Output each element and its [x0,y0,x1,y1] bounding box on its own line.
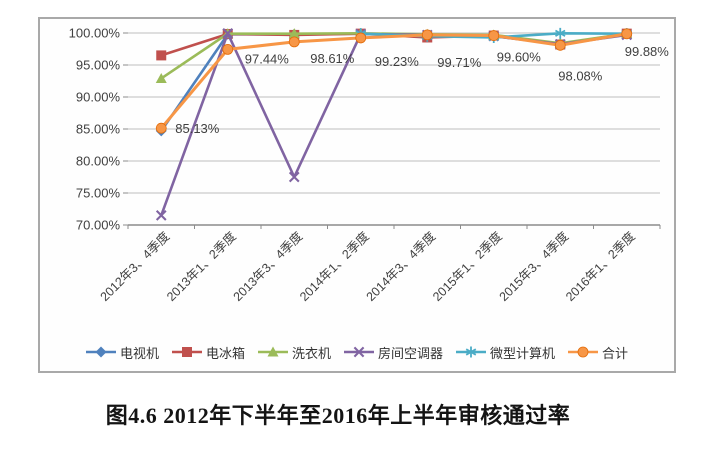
data-label: 99.23% [375,54,420,69]
legend-label: 房间空调器 [378,345,444,361]
marker-square [156,50,167,61]
marker-triangle [155,72,167,83]
legend-marker-asterisk-icon [456,346,487,358]
legend-label: 电冰箱 [205,345,245,361]
marker-circle [222,43,234,55]
legend-item-房间空调器: 房间空调器 [344,343,443,362]
x-axis-label: 2012年3、4季度 [97,228,173,304]
data-label: 99.88% [625,44,670,59]
y-axis-label: 95.00% [76,58,121,73]
x-axis-label: 2013年1、2季度 [163,228,239,304]
x-axis-label: 2013年3、4季度 [230,228,306,304]
legend-marker-triangle-icon [257,346,288,357]
data-label: 99.71% [437,55,482,70]
legend-marker-square-icon [171,347,202,357]
marker-asterisk [554,27,566,39]
x-axis-label: 2014年1、2季度 [296,228,372,304]
y-axis-label: 75.00% [76,186,121,201]
marker-x [155,210,167,221]
legend-label: 洗衣机 [291,345,331,361]
legend-item-洗衣机: 洗衣机 [257,343,331,362]
marker-circle [621,28,633,40]
marker-circle [577,346,589,358]
y-axis-label: 85.00% [76,122,121,137]
marker-x [222,27,234,39]
figure-caption: 图4.6 2012年下半年至2016年上半年审核通过率 [105,403,571,428]
y-axis-label: 100.00% [69,26,121,41]
x-axis-label: 2015年3、4季度 [496,228,572,304]
x-axis-label: 2015年1、2季度 [429,228,505,304]
marker-triangle [267,346,279,357]
data-label: 97.44% [245,51,290,66]
legend-item-电冰箱: 电冰箱 [171,343,245,362]
x-axis-label: 2014年3、4季度 [363,228,439,304]
legend-marker-x-icon [344,346,374,358]
chart-container: 100.00% 95.00% 90.00% 85.00% 80.00% 75.00% 70.… [38,17,676,373]
marker-circle [155,122,167,134]
legend-marker-diamond-icon [85,346,116,358]
marker-triangle [288,28,300,39]
marker-circle [355,32,367,44]
marker-circle [488,30,500,41]
data-label: 99.60% [497,50,542,65]
marker-x [353,346,365,358]
marker-square [181,347,192,357]
legend-label: 微型计算机 [490,345,556,361]
x-axis-label: 2016年1、2季度 [562,228,638,304]
marker-circle [554,39,566,51]
legend-label: 电视机 [119,345,159,361]
legend-item-合计: 合计 [568,343,628,362]
chart-legend: 电视机 电冰箱 洗衣机 房间空调器 微型计算机 合计 [40,340,674,364]
legend-item-电视机: 电视机 [85,343,159,362]
marker-x [288,171,300,183]
marker-circle [421,29,433,41]
y-axis-label: 90.00% [76,90,121,105]
legend-label: 合计 [602,345,629,361]
marker-diamond [95,346,107,358]
legend-marker-circle-icon [568,346,599,358]
marker-asterisk [465,346,477,358]
data-label: 85.13% [175,121,220,136]
y-axis-label: 70.00% [76,218,121,233]
data-label: 98.61% [310,51,355,66]
line-chart: 100.00% 95.00% 90.00% 85.00% 80.00% 75.00% 70.… [69,26,670,304]
data-label: 98.08% [558,68,603,83]
y-axis-label: 80.00% [76,154,121,169]
marker-circle [288,36,300,48]
legend-item-微型计算机: 微型计算机 [456,343,555,362]
series-line-合计 [160,32,628,130]
